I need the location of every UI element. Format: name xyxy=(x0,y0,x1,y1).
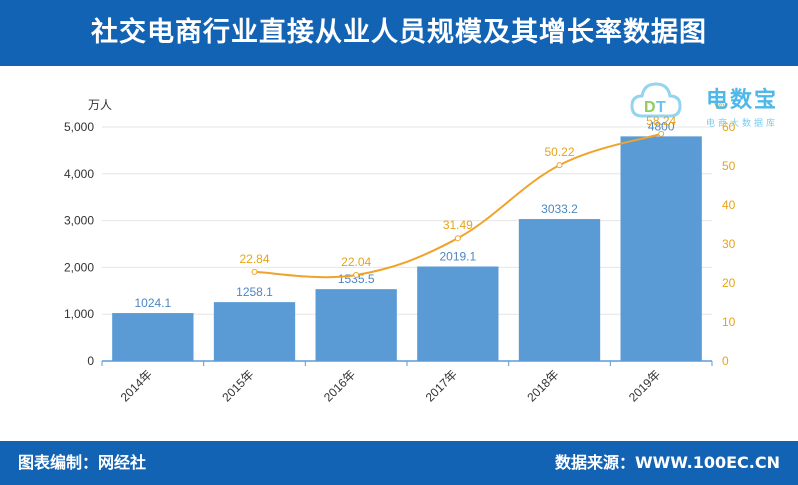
y-right-unit: % xyxy=(714,98,725,112)
x-tick-label: 2014年 xyxy=(118,367,155,404)
y-left-tick-label: 3,000 xyxy=(64,214,94,228)
y-right-tick-label: 60 xyxy=(722,120,736,134)
bar xyxy=(518,219,601,361)
logo-name: 电数宝 xyxy=(706,88,779,113)
bar-value-label: 4800 xyxy=(648,119,675,133)
y-right-tick-label: 0 xyxy=(722,354,729,368)
bar xyxy=(315,289,397,361)
bar xyxy=(213,302,296,361)
bar xyxy=(112,313,194,361)
growth-rate-label: 22.04 xyxy=(341,255,371,269)
bar-value-label: 3033.2 xyxy=(541,202,578,216)
x-tick-label: 2016年 xyxy=(321,367,358,404)
footer-source: 数据来源：WWW.100EC.CN xyxy=(554,453,780,472)
growth-rate-point xyxy=(251,268,258,275)
chart-title: 社交电商行业直接从业人员规模及其增长率数据图 xyxy=(91,17,707,48)
y-left-tick-label: 1,000 xyxy=(64,307,94,321)
y-left-tick-label: 0 xyxy=(87,354,94,368)
footer-bar xyxy=(0,441,798,485)
y-right-tick-label: 20 xyxy=(722,276,736,290)
logo-subtitle: 电商大数据库 xyxy=(706,119,779,129)
x-tick-label: 2018年 xyxy=(524,367,561,404)
bar xyxy=(417,266,499,361)
growth-rate-point xyxy=(353,272,360,279)
logo-cloud-icon: D T xyxy=(630,82,682,118)
bar-value-label: 1258.1 xyxy=(236,285,273,299)
y-left-unit: 万人 xyxy=(88,98,112,112)
bar xyxy=(620,136,702,361)
y-right-tick-label: 50 xyxy=(722,159,736,173)
chart: 0 1,000 2,000 3,000 4,000 5,000 0 10 20 30 40 50 60 万… xyxy=(64,98,736,404)
growth-rate-point xyxy=(658,130,665,137)
growth-rate-label: 31.49 xyxy=(443,218,473,232)
growth-rate-point xyxy=(556,162,563,169)
y-left-tick-label: 5,000 xyxy=(64,120,94,134)
y-right-tick-label: 30 xyxy=(722,237,736,251)
growth-rate-point xyxy=(454,235,461,242)
y-right-tick-label: 40 xyxy=(722,198,736,212)
y-left-tick-label: 2,000 xyxy=(64,260,94,274)
x-tick-label: 2017年 xyxy=(423,367,460,404)
growth-rate-label: 50.22 xyxy=(544,145,574,159)
bar-value-label: 2019.1 xyxy=(439,250,476,264)
svg-text:T: T xyxy=(656,99,666,116)
x-tick-label: 2015年 xyxy=(219,367,256,404)
y-right-tick-label: 10 xyxy=(722,315,736,329)
y-left-tick-label: 4,000 xyxy=(64,167,94,181)
x-tick-label: 2019年 xyxy=(626,367,663,404)
growth-rate-label: 22.84 xyxy=(239,252,269,266)
svg-text:D: D xyxy=(644,99,656,116)
bar-value-label: 1024.1 xyxy=(134,296,171,310)
footer-credit: 图表编制：网经社 xyxy=(18,453,147,472)
header-bar xyxy=(0,0,798,66)
